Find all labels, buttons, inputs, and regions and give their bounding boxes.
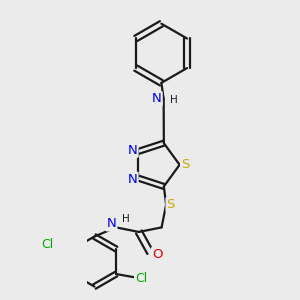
Text: N: N <box>128 144 138 157</box>
Text: N: N <box>152 92 162 105</box>
Text: S: S <box>167 198 175 211</box>
Text: Cl: Cl <box>42 238 54 251</box>
Text: S: S <box>181 158 190 171</box>
Text: Cl: Cl <box>135 272 147 285</box>
Text: N: N <box>128 173 138 186</box>
Text: N: N <box>106 218 116 230</box>
Text: H: H <box>122 214 130 224</box>
Text: H: H <box>170 95 178 105</box>
Text: O: O <box>152 248 162 261</box>
